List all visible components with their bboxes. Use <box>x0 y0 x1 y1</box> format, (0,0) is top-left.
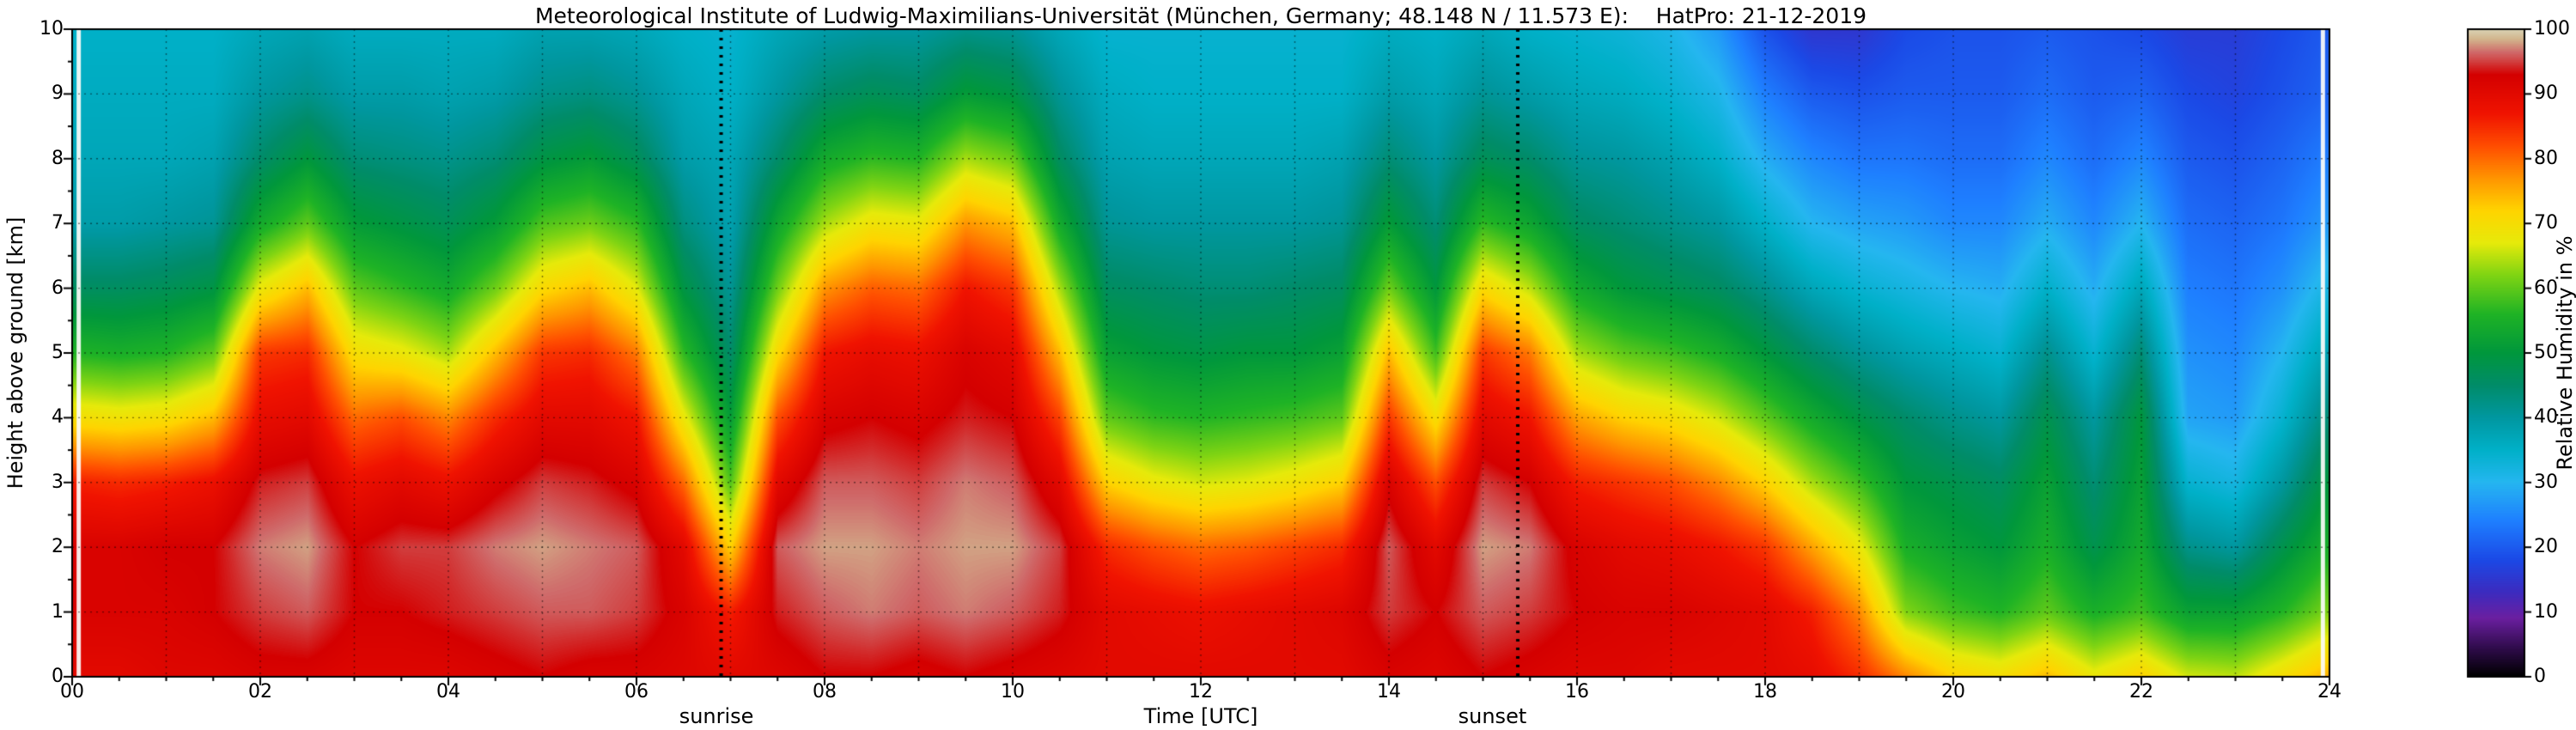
y-axis-label: Height above ground [km] <box>3 216 27 490</box>
sunset-label: sunset <box>1458 704 1527 728</box>
colorbar-tick-label: 40 <box>2534 406 2558 429</box>
x-tick-label: 02 <box>248 681 272 703</box>
y-tick-label: 6 <box>52 277 64 299</box>
x-tick-label: 20 <box>1941 681 1965 703</box>
x-tick-label: 24 <box>2317 681 2342 703</box>
x-tick-label: 16 <box>1565 681 1589 703</box>
y-tick-label: 0 <box>52 666 64 687</box>
y-tick-label: 2 <box>52 536 64 558</box>
colorbar-tick-label: 0 <box>2534 666 2546 687</box>
x-tick-label: 10 <box>1001 681 1025 703</box>
x-tick-label: 06 <box>624 681 649 703</box>
y-tick-label: 4 <box>52 406 64 429</box>
colorbar-tick-label: 20 <box>2534 536 2558 558</box>
y-tick-label: 3 <box>52 471 64 493</box>
x-tick-label: 00 <box>60 681 84 703</box>
y-tick-label: 5 <box>52 342 64 363</box>
colorbar-tick-label: 70 <box>2534 212 2558 234</box>
y-tick-label: 7 <box>52 212 64 234</box>
y-tick-label: 10 <box>40 18 64 40</box>
x-axis-label: Time [UTC] <box>1143 704 1258 728</box>
x-tick-label: 22 <box>2129 681 2153 703</box>
x-tick-label: 08 <box>813 681 837 703</box>
y-tick-label: 8 <box>52 147 64 169</box>
x-tick-label: 18 <box>1753 681 1777 703</box>
colorbar-tick-label: 50 <box>2534 342 2558 363</box>
chart-title: Meteorological Institute of Ludwig-Maxim… <box>534 3 1867 28</box>
x-tick-label: 04 <box>436 681 460 703</box>
y-tick-label: 1 <box>52 600 64 623</box>
y-tick-label: 9 <box>52 82 64 105</box>
colorbar-tick-label: 10 <box>2534 600 2558 623</box>
colorbar-tick-label: 90 <box>2534 82 2558 105</box>
sunrise-label: sunrise <box>679 704 754 728</box>
colorbar-tick-label: 30 <box>2534 471 2558 493</box>
x-tick-label: 14 <box>1377 681 1401 703</box>
colorbar-tick-label: 60 <box>2534 277 2558 299</box>
colorbar-tick-label: 80 <box>2534 147 2558 169</box>
colorbar-tick-label: 100 <box>2534 18 2570 40</box>
x-tick-label: 12 <box>1189 681 1213 703</box>
